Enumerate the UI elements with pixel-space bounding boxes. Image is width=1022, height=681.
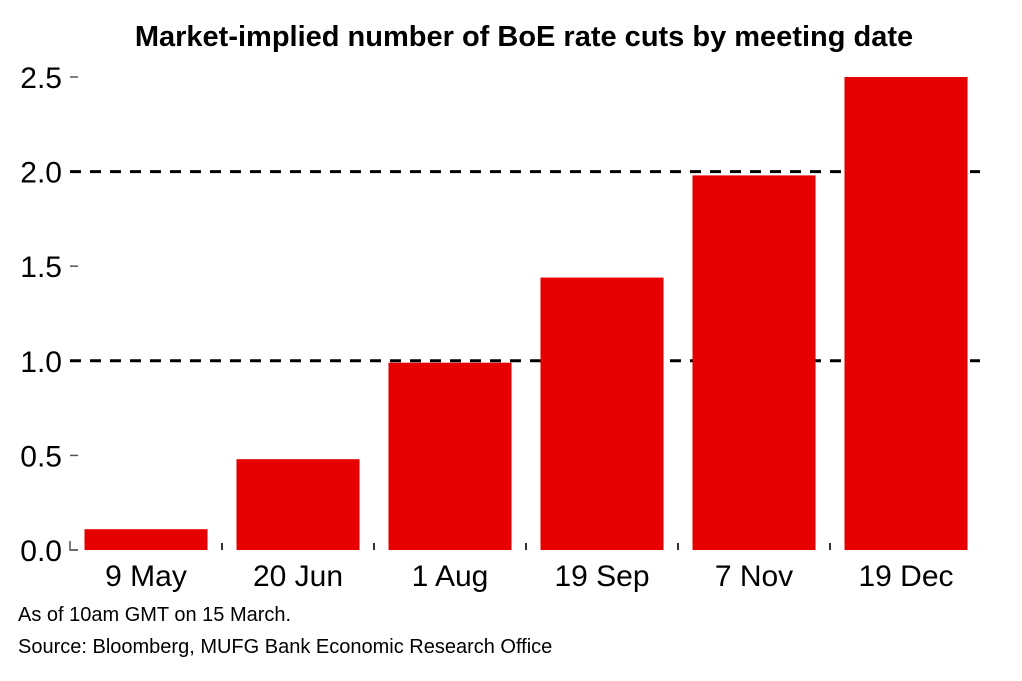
y-tick-label: 1.0: [20, 346, 62, 379]
y-axis: 0.0 0.5 1.0 1.5 2.0 2.5: [20, 62, 78, 568]
x-tick-label: 7 Nov: [715, 560, 793, 593]
x-tick-label: 1 Aug: [412, 560, 489, 593]
axis-origin-mark: [69, 541, 78, 551]
footnote-source: Source: Bloomberg, MUFG Bank Economic Re…: [18, 636, 553, 658]
footnote-note: As of 10am GMT on 15 March.: [18, 604, 292, 626]
x-tick-label: 20 Jun: [253, 560, 343, 593]
bar-20-jun: [236, 459, 360, 550]
bar-9-may: [84, 529, 208, 550]
bar-19-sep: [540, 277, 664, 550]
bar-1-aug: [388, 362, 512, 550]
y-tick-label: 2.0: [20, 157, 62, 190]
y-tick-label: 0.0: [20, 535, 62, 568]
x-tick-label: 9 May: [105, 560, 187, 593]
bar-19-dec: [844, 77, 968, 550]
bars: [84, 77, 968, 550]
y-tick-label: 1.5: [20, 251, 62, 284]
x-tick-label: 19 Dec: [858, 560, 953, 593]
x-axis: 9 May 20 Jun 1 Aug 19 Sep 7 Nov 19 Dec: [105, 543, 954, 593]
x-tick-label: 19 Sep: [554, 560, 649, 593]
y-tick-label: 0.5: [20, 440, 62, 473]
bar-7-nov: [692, 175, 816, 550]
chart-title: Market-implied number of BoE rate cuts b…: [135, 21, 913, 53]
y-tick-label: 2.5: [20, 62, 62, 95]
gridlines: [70, 170, 980, 363]
